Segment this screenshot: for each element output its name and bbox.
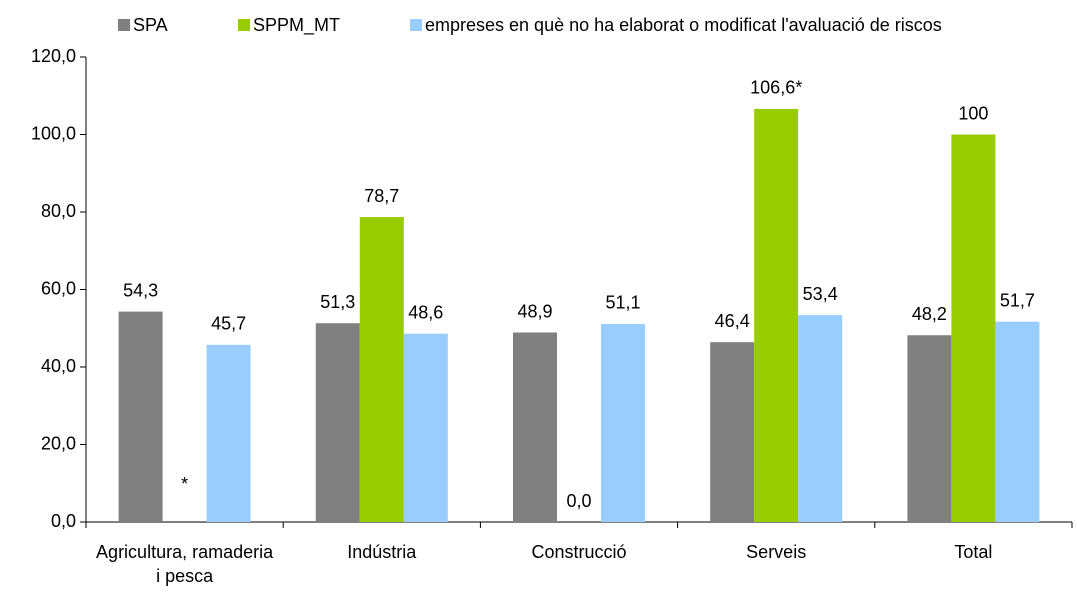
data-label: 0,0	[566, 491, 591, 511]
data-label: 54,3	[123, 280, 158, 300]
x-tick-label: Agricultura, ramaderia i pesca	[96, 542, 274, 586]
y-tick-label: 40,0	[41, 356, 76, 376]
bar	[907, 335, 952, 522]
legend-label: empreses en què no ha elaborat o modific…	[425, 15, 942, 35]
x-tick-label-box: Agricultura, ramaderia i pesca	[96, 542, 274, 586]
legend-label: SPPM_MT	[253, 15, 340, 36]
x-tick-label-box: Total	[954, 542, 993, 562]
bar	[710, 342, 755, 522]
bar	[951, 134, 996, 522]
data-label: 51,1	[605, 293, 640, 313]
bar	[995, 321, 1040, 522]
data-label: 48,6	[408, 302, 443, 322]
y-tick-label: 80,0	[41, 201, 76, 221]
bar	[403, 333, 448, 522]
data-label: 51,3	[320, 292, 355, 312]
bar	[315, 323, 360, 522]
data-label: 53,4	[803, 284, 838, 304]
data-label: 106,6*	[750, 78, 802, 98]
x-tick-label: Total	[954, 542, 993, 562]
x-tick-label: Construcció	[531, 542, 627, 562]
x-tick-label: Indústria	[347, 542, 417, 562]
x-tick-label-box: Indústria	[347, 542, 417, 562]
data-label: 78,7	[364, 186, 399, 206]
legend-swatch	[238, 19, 250, 31]
data-label: 100	[958, 103, 988, 123]
data-label: 48,2	[912, 304, 947, 324]
data-label: 46,4	[715, 311, 750, 331]
legend-swatch	[118, 19, 130, 31]
y-tick-label: 20,0	[41, 433, 76, 453]
data-label: 45,7	[211, 314, 246, 334]
y-tick-label: 60,0	[41, 278, 76, 298]
bar	[798, 315, 843, 522]
bar	[513, 332, 557, 522]
y-tick-label: 100,0	[31, 123, 76, 143]
bar	[206, 344, 251, 522]
y-tick-label: 120,0	[31, 46, 76, 66]
data-label: 48,9	[517, 301, 552, 321]
bar	[754, 108, 799, 523]
x-tick-label-box: Serveis	[746, 542, 807, 562]
legend-label: SPA	[133, 15, 168, 35]
data-label: *	[181, 474, 188, 494]
bar	[359, 217, 404, 522]
bar	[601, 323, 645, 522]
legend-swatch	[410, 19, 422, 31]
y-tick-label: 0,0	[51, 511, 76, 531]
data-label: 51,7	[1000, 290, 1035, 310]
bar	[118, 311, 163, 522]
x-tick-label-box: Construcció	[531, 542, 627, 562]
x-tick-label: Serveis	[746, 542, 807, 562]
